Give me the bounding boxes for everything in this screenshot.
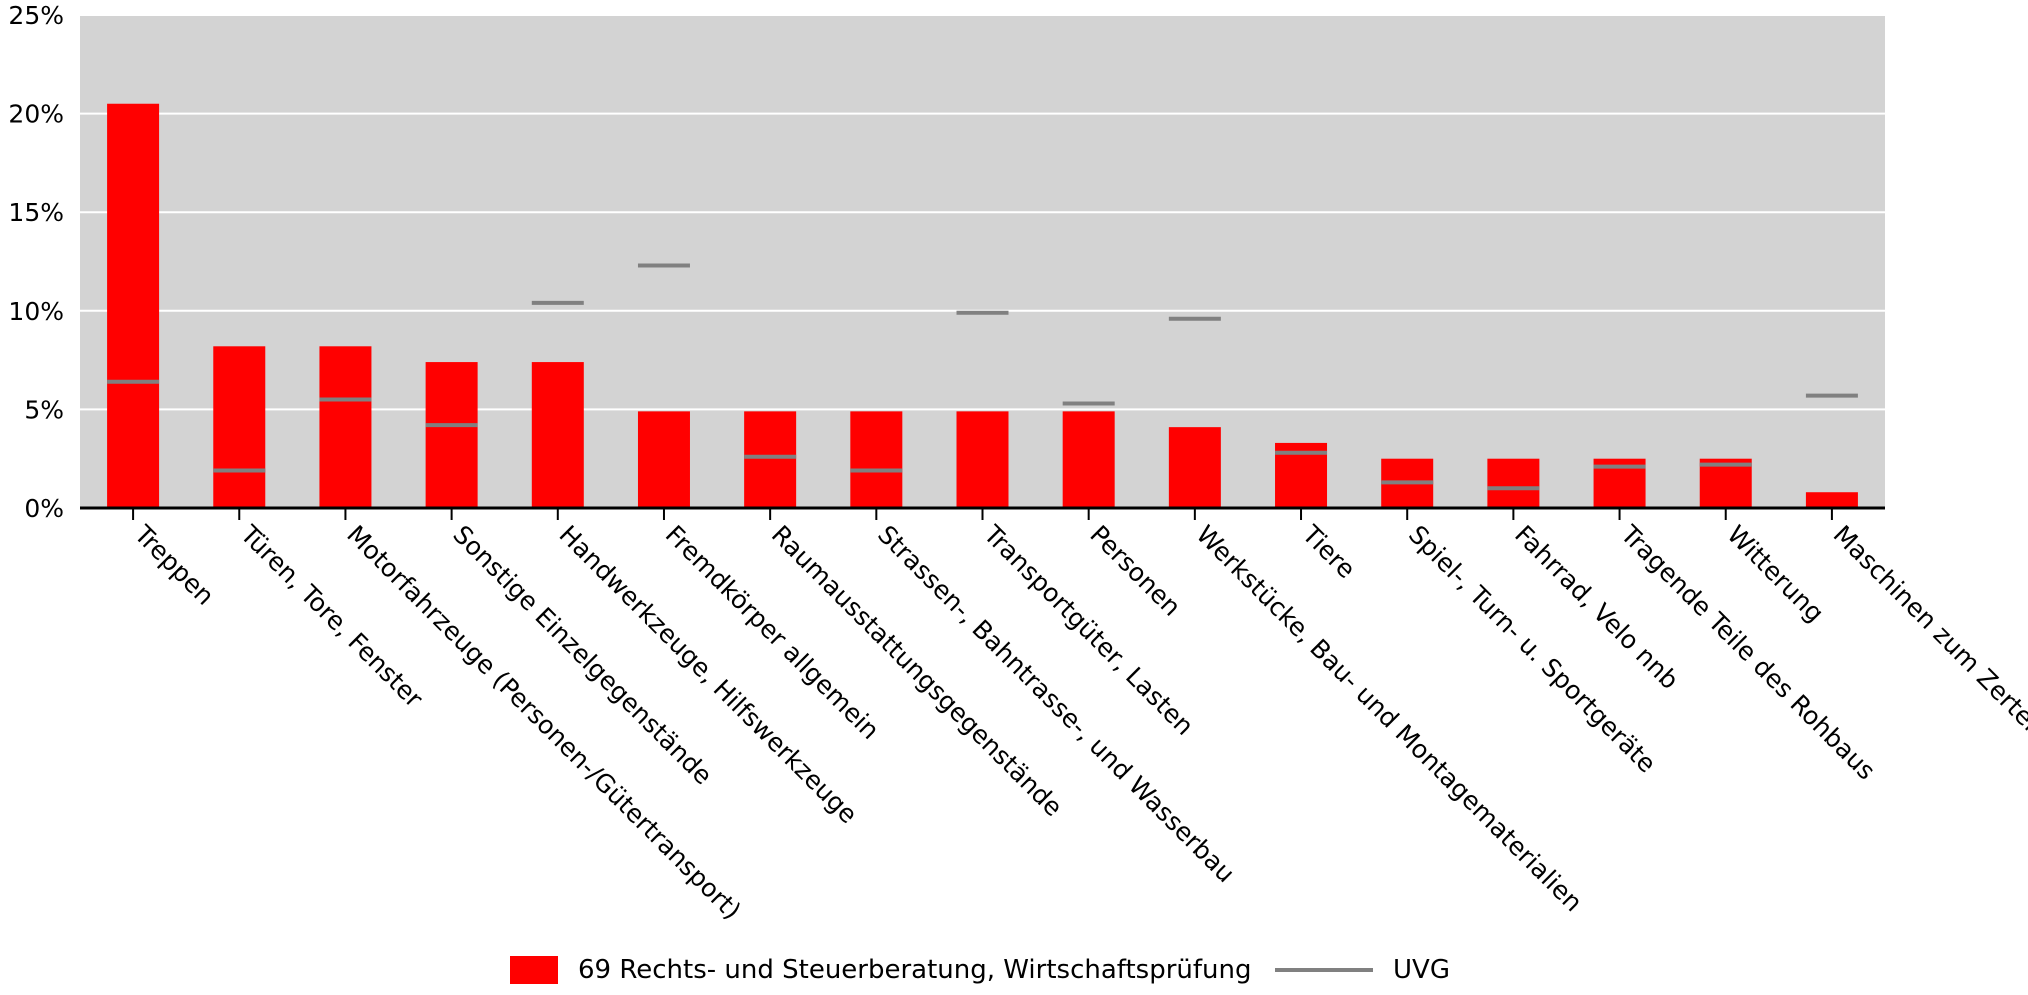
x-tick-label: Motorfahrzeuge (Personen-/Gütertransport… xyxy=(341,520,746,925)
bar xyxy=(1699,458,1752,508)
bar xyxy=(319,346,372,508)
bar xyxy=(956,411,1009,508)
x-tick-label: Werkstücke, Bau- und Montagematerialien xyxy=(1191,520,1588,917)
y-tick-label: 10% xyxy=(8,297,64,326)
y-tick-label: 0% xyxy=(24,494,64,523)
bar xyxy=(637,411,690,508)
x-tick-label: Transportgüter, Lasten xyxy=(978,519,1200,741)
legend-item-bar-series: 69 Rechts- und Steuerberatung, Wirtschaf… xyxy=(510,955,1252,985)
legend: 69 Rechts- und Steuerberatung, Wirtschaf… xyxy=(0,955,2028,995)
legend-label-bar-series: 69 Rechts- und Steuerberatung, Wirtschaf… xyxy=(578,955,1252,985)
x-tick-label: Türen, Tore, Fenster xyxy=(234,519,429,714)
y-tick-label: 20% xyxy=(8,100,64,129)
y-tick-label: 25% xyxy=(8,1,64,30)
bar xyxy=(744,411,797,508)
legend-item-uvg: UVG xyxy=(1275,955,1450,985)
bar xyxy=(107,103,160,509)
x-tick-label: Fremdkörper allgemein xyxy=(660,520,885,745)
x-tick-label: Witterung xyxy=(1721,520,1829,628)
uvg-series xyxy=(107,263,1858,491)
bar xyxy=(1805,492,1858,508)
bar xyxy=(850,411,903,508)
bar xyxy=(1062,411,1115,508)
bar xyxy=(213,346,266,508)
x-tick-label: Strassen-, Bahntrasse-, und Wasserbau xyxy=(872,520,1240,888)
legend-label-uvg: UVG xyxy=(1393,955,1450,985)
bar xyxy=(531,362,584,508)
legend-swatch-bar xyxy=(510,956,558,984)
x-tick-labels: Treppen Türen, Tore, FensterMotorfahrzeug… xyxy=(128,519,2028,925)
bar xyxy=(1168,427,1221,508)
x-tick-label: Treppen xyxy=(128,519,220,611)
x-tick-label: Maschinen zum Zerteilen xyxy=(1828,520,2028,764)
y-tick-labels: 0% 5% 10% 15% 20% 25% xyxy=(8,1,64,523)
x-tick-label: Personen xyxy=(1084,520,1186,622)
y-tick-label: 15% xyxy=(8,198,64,227)
bar xyxy=(1487,458,1540,508)
bar xyxy=(425,362,478,508)
bar-series xyxy=(107,103,1858,509)
y-tick-label: 5% xyxy=(24,395,64,424)
axes xyxy=(80,506,1885,520)
x-tick-label: Tiere xyxy=(1296,519,1361,584)
legend-swatch-line xyxy=(1275,968,1373,972)
